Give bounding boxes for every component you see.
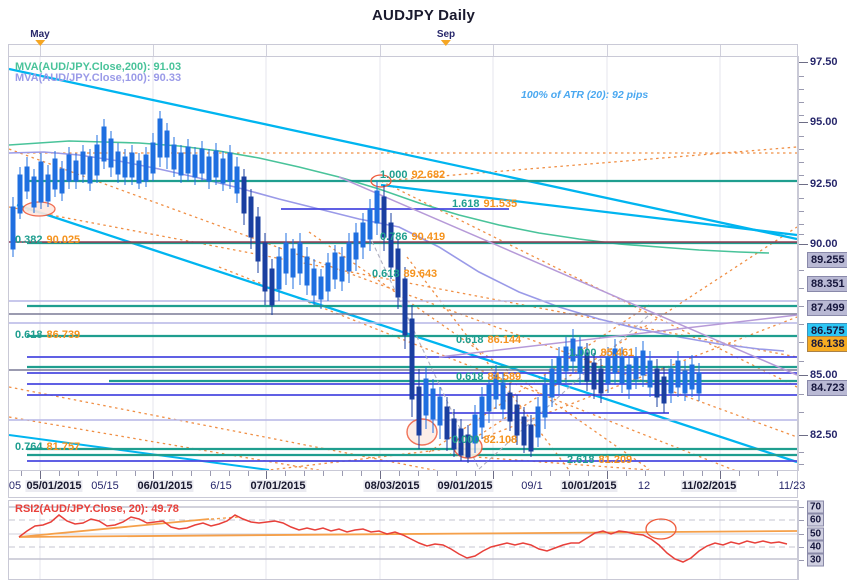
rsi-label-60: 60	[807, 513, 825, 527]
atr-annotation: 100% of ATR (20): 92 pips	[521, 89, 649, 101]
price-chart-plot[interactable]: MVA(AUD/JPY.Close,200): 91.03 MVA(AUD/JP…	[8, 56, 798, 471]
date-label-05-01-2015: 05/01/2015	[25, 480, 83, 492]
fib-label-0000-82108: 0.000 82.108	[452, 434, 518, 446]
price-badge-87499[interactable]: 87.499	[807, 300, 847, 316]
fib-label-0618-86739: 0.618 86.739	[15, 329, 81, 341]
axis-label-95-00: 95.00	[810, 116, 838, 128]
month-marker-sep-label: Sep	[436, 29, 456, 40]
rsi-label-50: 50	[807, 527, 825, 541]
highlight-ellipse	[370, 174, 392, 188]
caret-down-icon	[34, 40, 45, 46]
date-label-08-03-2015: 08/03/2015	[363, 480, 421, 492]
rsi-label-40: 40	[807, 540, 825, 554]
price-badge-86138[interactable]: 86.138	[807, 336, 847, 352]
price-badge-89255[interactable]: 89.255	[807, 252, 847, 268]
axis-label-92-50: 92.50	[810, 178, 838, 190]
axis-label-82-50: 82.50	[810, 429, 838, 441]
mva-200-legend: MVA(AUD/JPY.Close,200): 91.03	[15, 61, 182, 73]
date-label-09-01-2015: 09/01/2015	[436, 480, 494, 492]
fib-label-0618-84589: 0.618 84.589	[456, 371, 522, 383]
axis-label-85-00: 85.00	[810, 369, 838, 381]
fib-label-1000-85461: 1.000 85.461	[569, 347, 635, 359]
caret-down-icon	[441, 40, 451, 46]
date-label-minor-615: 6/15	[210, 480, 232, 492]
rsi-svg	[9, 501, 797, 579]
fib-label-0786-90419: 0.786 90.419	[380, 231, 446, 243]
month-marker-sep: Sep	[437, 29, 455, 46]
fib-label-1000-92682: 1.000 92.682	[380, 169, 446, 181]
mva-100-legend: MVA(AUD/JPY.Close,100): 90.33	[15, 72, 182, 84]
fib-label-2618-81209: 2.618 81.209	[567, 454, 633, 466]
axis-label-90-00: 90.00	[810, 238, 838, 250]
candlesticks	[10, 111, 702, 463]
month-marker-may: May	[30, 29, 50, 46]
date-label-minor-05a: 05	[8, 480, 22, 492]
axis-label-97-50: 97.50	[810, 56, 838, 68]
date-label-minor-1123: 11/23	[778, 480, 806, 492]
rsi-legend: RSI2(AUD/JPY.Close, 20): 49.78	[15, 503, 179, 515]
rsi-label-30: 30	[807, 553, 825, 567]
fib-label-1618-91535: 1.618 91.535	[452, 198, 518, 210]
month-axis: May Sep	[8, 29, 798, 57]
rsi-panel[interactable]: RSI2(AUD/JPY.Close, 20): 49.78	[8, 500, 798, 580]
rsi-axis[interactable]: 70 60 50 40 30	[798, 500, 847, 580]
price-axis[interactable]: 97.50 95.00 92.50 90.00 85.00 82.50 89.2…	[798, 56, 847, 471]
highlight-ellipse	[645, 518, 677, 540]
mva-200-line	[9, 140, 770, 254]
fib-label-0764-81757: 0.764 81.757	[15, 441, 81, 453]
month-marker-may-label: May	[30, 29, 50, 40]
price-badge-88351[interactable]: 88.351	[807, 276, 847, 292]
highlight-ellipse	[22, 201, 56, 217]
date-label-minor-091: 09/1	[521, 480, 543, 492]
highlight-ellipse	[406, 418, 438, 446]
price-badge-84723[interactable]: 84.723	[807, 380, 847, 396]
fib-label-0382-90025: 0.382 90.025	[15, 234, 81, 246]
price-chart-svg	[9, 57, 797, 470]
page-title: AUDJPY Daily	[372, 7, 475, 24]
date-label-11-02-2015: 11/02/2015	[680, 480, 738, 492]
date-label-minor-12: 12	[637, 480, 651, 492]
fib-label-0618-89643: 0.618 89.643	[372, 268, 438, 280]
date-label-minor-0515: 05/15	[91, 480, 119, 492]
rsi-label-70: 70	[807, 500, 825, 514]
rsi-line	[18, 514, 788, 563]
date-axis[interactable]: 05/01/2015 05 05/15 06/01/2015 6/15 07/0…	[8, 471, 805, 498]
fib-label-0618-86144: 0.618 86.144	[456, 334, 522, 346]
date-label-06-01-2015: 06/01/2015	[136, 480, 194, 492]
date-label-07-01-2015: 07/01/2015	[249, 480, 307, 492]
date-label-10-01-2015: 10/01/2015	[560, 480, 618, 492]
